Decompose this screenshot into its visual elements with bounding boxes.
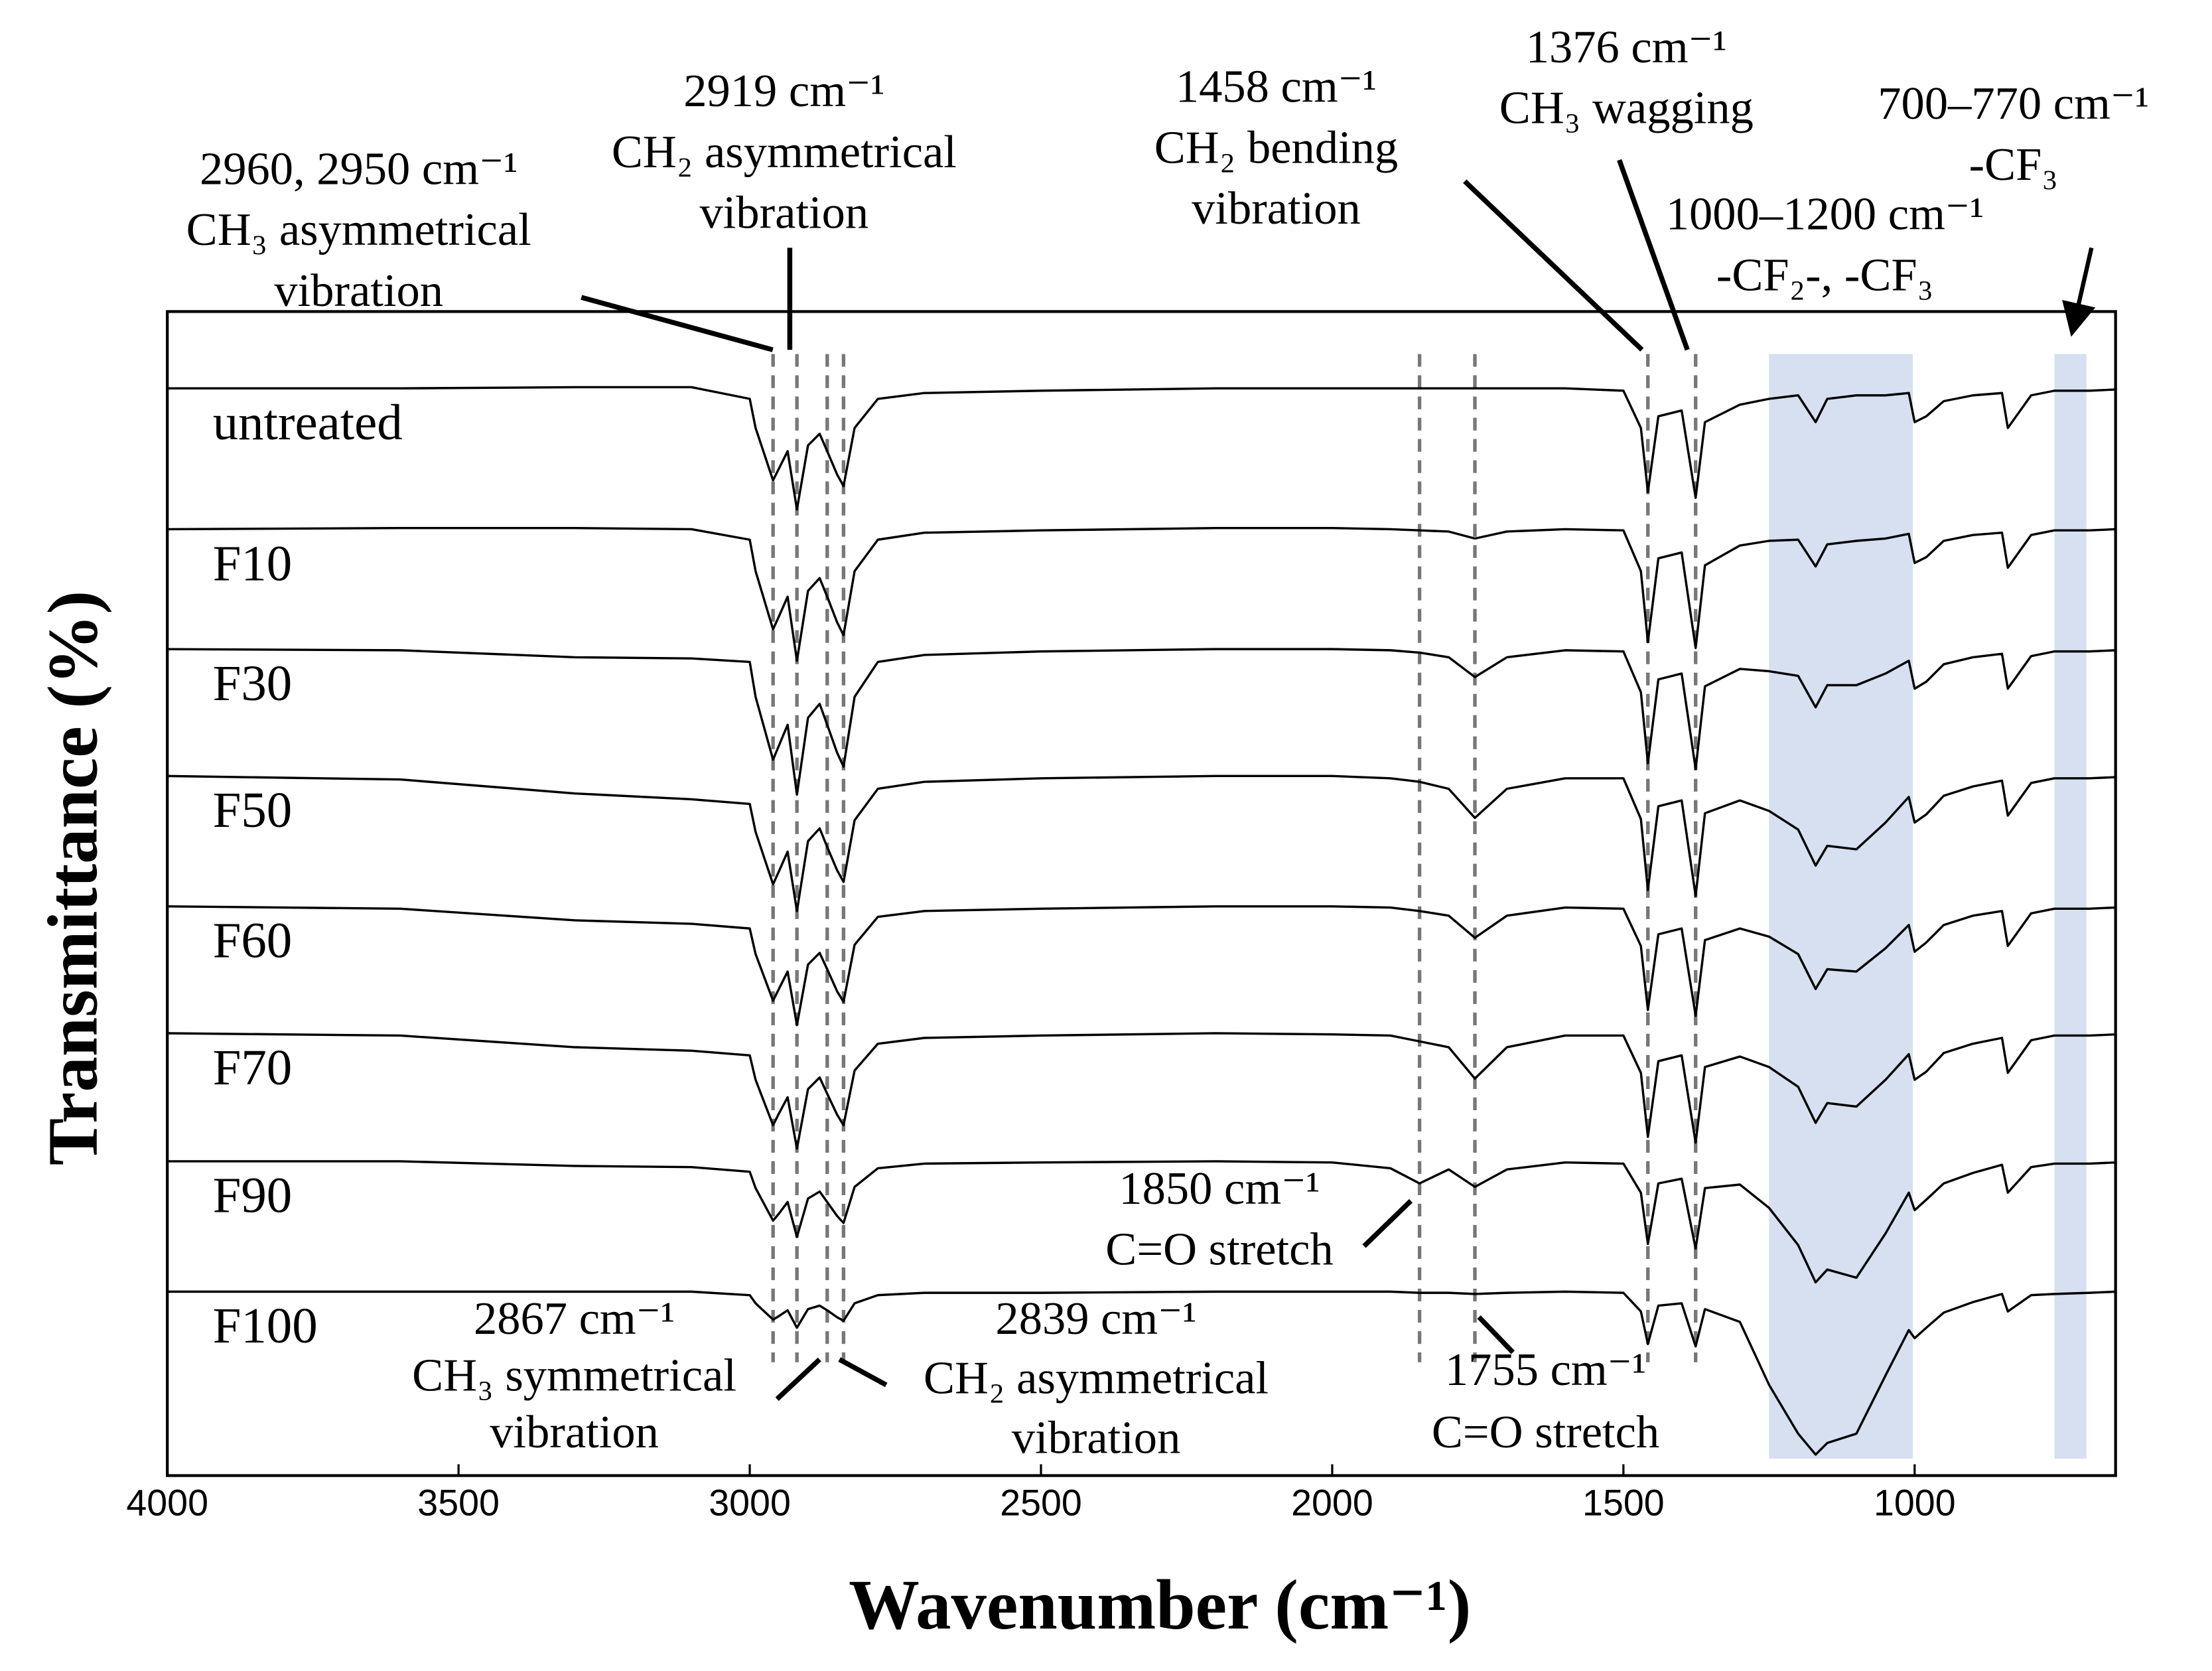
shaded-range (2054, 354, 2087, 1459)
annotation-leader (1463, 179, 1644, 352)
spectrum-line (167, 774, 2116, 912)
spectrum-line (167, 648, 2116, 796)
annotations-top: 2960, 2950 cm⁻¹ CH₃ asymmetrical vibration (186, 143, 531, 317)
annotation-leader (775, 1357, 821, 1402)
annotation-leader (581, 295, 774, 352)
spectrum-line (167, 905, 2116, 1027)
series (167, 386, 2116, 511)
series (167, 648, 2116, 796)
annotation-text: 2839 cm⁻¹ (995, 1293, 1196, 1344)
annotation: 2960, 2950 cm⁻¹ CH₃ asymmetrical vibration (186, 143, 531, 317)
annotation-text: 700–770 cm⁻¹ (1878, 78, 2149, 129)
annotation-text: 2960, 2950 cm⁻¹ (200, 143, 518, 194)
series (167, 905, 2116, 1027)
x-tick-label: 2500 (1000, 1482, 1082, 1523)
annotation-text: 2919 cm⁻¹ (683, 65, 884, 117)
series-label: F70 (213, 1039, 293, 1096)
annotation-text: -CF₃ (1969, 139, 2058, 190)
annotation-text: vibration (490, 1406, 659, 1458)
x-tick-label: 3000 (709, 1482, 791, 1523)
spectrum-line (167, 386, 2116, 511)
shaded-range (1769, 354, 1913, 1459)
annotation-leader (1477, 1315, 1515, 1354)
annotation-text: C=O stretch (1432, 1406, 1659, 1458)
x-axis-title: Wavenumber (cm⁻¹) (849, 1566, 1471, 1644)
series-label: F50 (213, 782, 293, 838)
annotation-text: CH₃ asymmetrical (186, 204, 531, 255)
spectrum-line (167, 1290, 2116, 1456)
annotation-arrow (2062, 247, 2096, 337)
x-tick-label: 3500 (417, 1482, 500, 1523)
series (167, 774, 2116, 912)
x-tick-label: 4000 (126, 1482, 208, 1523)
series-label: untreated (213, 394, 403, 451)
series (167, 527, 2116, 662)
annotation-text: CH₃ wagging (1499, 82, 1754, 134)
annotation-text: CH₂ bending (1154, 121, 1398, 173)
annotation-text: CH₂ asymmetrical (924, 1352, 1269, 1404)
series-label: F60 (213, 912, 293, 969)
series (167, 1290, 2116, 1456)
annotation-text: -CF₂-, -CF₃ (1716, 249, 1933, 301)
annotation-text: 1755 cm⁻¹ (1445, 1344, 1646, 1396)
series (167, 1032, 2116, 1150)
annotation-leader (1617, 159, 1690, 351)
series (167, 1160, 2116, 1284)
series-label: F30 (213, 655, 293, 711)
annotation-text: C=O stretch (1105, 1224, 1333, 1275)
annotation-text: CH₃ symmetrical (412, 1350, 736, 1402)
spectrum-line (167, 1160, 2116, 1284)
series-label: F10 (213, 535, 293, 591)
annotation-leader (838, 1357, 888, 1388)
annotation-text: CH₂ asymmetrical (612, 126, 957, 178)
annotation-text: vibration (1012, 1412, 1181, 1463)
series-label: F100 (213, 1297, 318, 1354)
annotation-text: 1850 cm⁻¹ (1119, 1163, 1320, 1214)
series-label: F90 (213, 1167, 293, 1224)
x-tick-label: 2000 (1291, 1482, 1373, 1523)
spectrum-line (167, 527, 2116, 662)
y-axis-title: Transmittance (%) (34, 591, 112, 1165)
annotation-text: vibration (274, 265, 443, 317)
plot-frame (166, 310, 2117, 1477)
annotation-text: 1458 cm⁻¹ (1176, 61, 1377, 113)
annotation-text: 1376 cm⁻¹ (1526, 21, 1727, 73)
annotation-text: vibration (700, 187, 869, 239)
x-tick-label: 1500 (1582, 1482, 1665, 1523)
annotation-leader (1362, 1199, 1413, 1248)
annotation-text: vibration (1192, 182, 1361, 234)
annotation-text: 2867 cm⁻¹ (474, 1293, 675, 1344)
annotation-text: 1000–1200 cm⁻¹ (1666, 188, 1984, 240)
spectrum-line (167, 1032, 2116, 1150)
x-tick-label: 1000 (1874, 1482, 1956, 1523)
